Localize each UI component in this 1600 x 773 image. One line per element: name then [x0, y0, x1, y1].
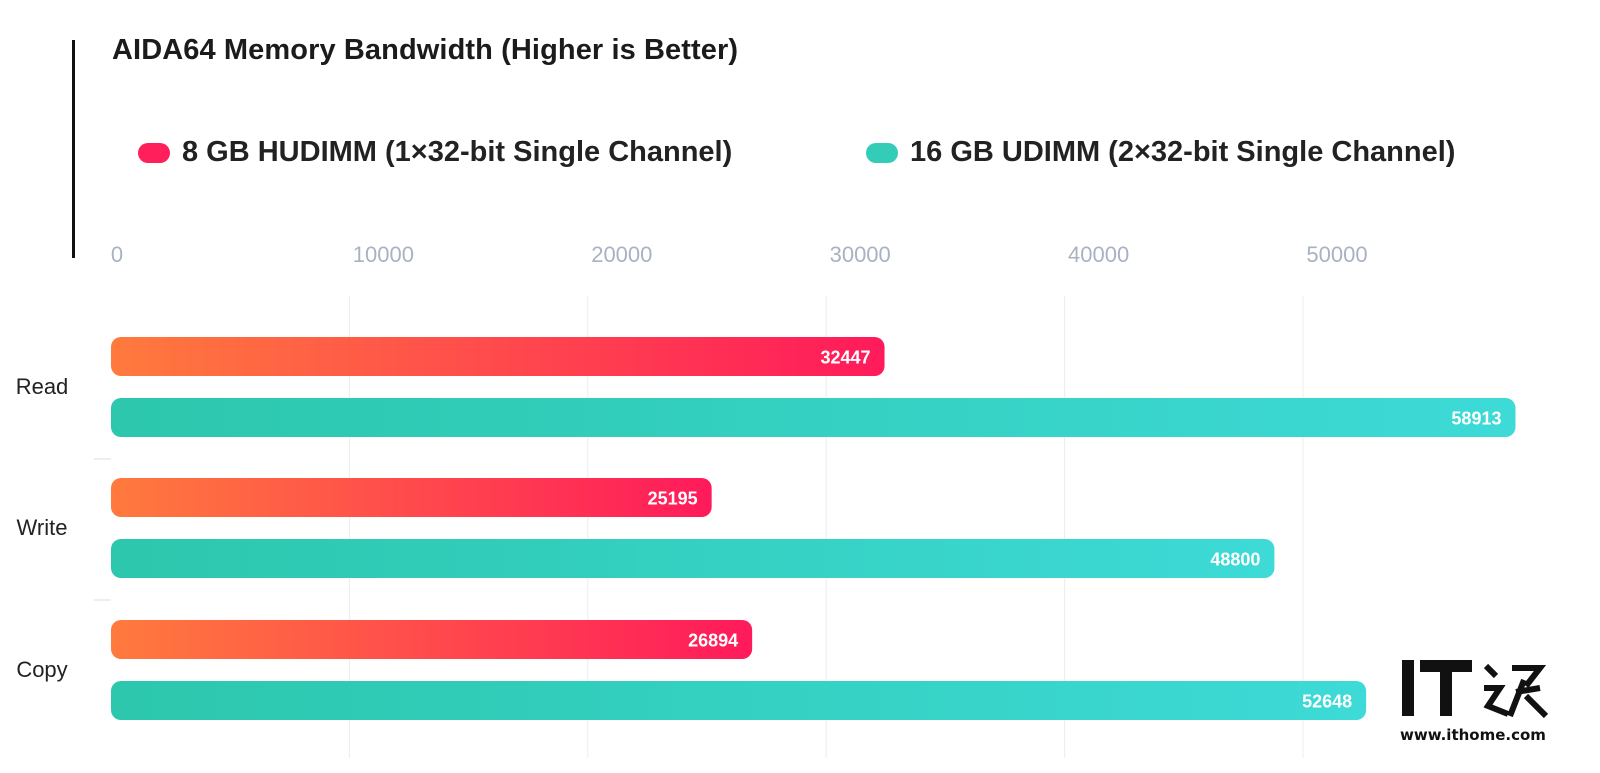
bar [111, 478, 712, 517]
legend-label-hudimm: 8 GB HUDIMM (1×32-bit Single Channel) [182, 136, 733, 168]
bar-value-label: 32447 [820, 348, 870, 368]
legend-item-hudimm: 8 GB HUDIMM (1×32-bit Single Channel) [138, 136, 732, 169]
category-label: Read [16, 374, 69, 399]
x-tick-label: 30000 [830, 242, 891, 267]
title-accent-bar [72, 40, 75, 258]
category-label: Copy [16, 657, 67, 682]
bar-value-label: 52648 [1302, 692, 1352, 712]
legend-item-udimm: 16 GB UDIMM (2×32-bit Single Channel) [866, 136, 1455, 169]
ithome-logo [1402, 660, 1549, 719]
chart-legend: 8 GB HUDIMM (1×32-bit Single Channel) 16… [0, 136, 1600, 176]
chart-title: AIDA64 Memory Bandwidth (Higher is Bette… [112, 34, 739, 66]
category-label: Write [17, 515, 68, 540]
x-tick-label: 0 [111, 242, 123, 267]
bar-value-label: 26894 [688, 631, 738, 651]
bar-value-label: 48800 [1210, 550, 1260, 570]
legend-label-udimm: 16 GB UDIMM (2×32-bit Single Channel) [910, 136, 1456, 168]
bar [111, 337, 885, 376]
bar [111, 398, 1516, 437]
x-tick-label: 20000 [591, 242, 652, 267]
x-tick-label: 50000 [1306, 242, 1367, 267]
bar-value-label: 58913 [1451, 409, 1501, 429]
x-tick-label: 40000 [1068, 242, 1129, 267]
legend-swatch-hudimm [138, 142, 170, 163]
bar-value-label: 25195 [648, 489, 698, 509]
bar [111, 539, 1275, 578]
x-tick-label: 10000 [353, 242, 414, 267]
bar [111, 620, 753, 659]
legend-swatch-udimm [866, 142, 898, 163]
watermark: www.ithome.com [1400, 658, 1550, 748]
bar [111, 681, 1367, 720]
watermark-url: www.ithome.com [1400, 726, 1546, 744]
